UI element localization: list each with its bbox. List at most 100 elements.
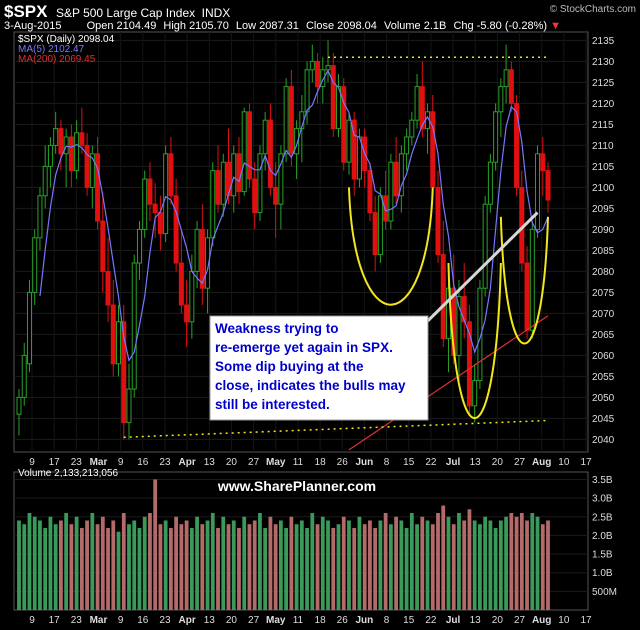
x-tick-label: 27 [514,457,526,468]
candle-body [37,195,43,239]
candle-body [184,304,190,323]
x-tick-label: 9 [118,457,124,468]
x-tick-label: 17 [49,457,61,468]
candle-body [131,262,137,390]
high-label: High [163,20,186,32]
candle-body [246,111,252,180]
x-tick-label: Aug [532,615,551,626]
price-tick-label: 2055 [592,372,615,383]
yellow-curve-3 [499,216,549,345]
high-value: 2105.70 [189,20,229,32]
volume-bar [425,520,430,610]
candle-body [320,69,326,88]
volume-bar [258,513,262,610]
x-tick-label: 8 [384,457,390,468]
candle-body [477,287,483,382]
volume-tick-label: 2.5B [592,512,613,523]
candle-body [47,144,53,167]
volume-bar [278,520,283,610]
volume-bar [336,524,341,610]
quote-date: 3-Aug-2015 [4,20,62,32]
volume-bar [195,516,199,610]
candle-body [346,119,352,163]
price-tick-label: 2075 [592,288,615,299]
x-tick-label: 18 [315,457,327,468]
candle-body [404,136,410,155]
x-tick-label: 8 [384,615,390,626]
volume-bar [420,516,425,610]
x-tick-label: Mar [90,615,108,626]
volume-bar [530,513,535,610]
candle-body [267,119,273,188]
low-label: Low [235,20,257,32]
x-tick-label: 13 [204,457,216,468]
candle-body [456,296,462,356]
candle-body [435,186,441,256]
volume-bar [79,527,84,610]
candle-body [157,212,163,235]
volume-bar [284,527,289,610]
volume-bar [221,516,226,610]
volume-bar [326,520,330,610]
x-tick-label: 10 [558,457,570,468]
price-tick-label: 2070 [592,309,615,320]
x-tick-label: Aug [532,457,551,468]
volume-bar [514,516,519,610]
candle-body [105,270,111,306]
annotation-line: close, indicates the bulls may [215,378,406,393]
x-tick-label: 16 [137,615,149,626]
price-tick-label: 2105 [592,162,615,173]
volume-bar [142,516,147,610]
volume-bar [315,524,320,610]
x-tick-label: 10 [558,615,570,626]
volume-bar [189,527,194,610]
x-tick-label: Jun [356,457,374,468]
candle-body [288,86,294,155]
candle-body [419,86,425,130]
volume-bar [504,516,508,610]
x-tick-label: 18 [315,615,327,626]
volume-label: Volume [383,20,421,32]
volume-bar [74,516,79,610]
candle-body [74,132,80,172]
volume-bar [137,527,142,610]
volume-bar [121,513,126,610]
chg-label: Chg [453,20,474,32]
volume-bar [132,520,137,610]
candle-body [257,153,263,214]
x-tick-label: 13 [204,615,216,626]
x-tick-label: Jul [446,615,461,626]
chg-down-arrow-icon: ▼ [550,20,561,32]
volume-bar [415,524,419,610]
volume-bar [85,520,89,610]
price-tick-label: 2135 [592,36,615,47]
volume-bar [210,513,215,610]
volume-bar [200,524,205,610]
site-label: www.SharePlanner.com [217,478,376,494]
volume-bar [247,524,252,610]
index-name: S&P 500 Large Cap Index [55,6,196,20]
volume-bar [299,520,304,610]
price-legend: $SPX (Daily) 2098.04 [18,34,115,45]
volume-bar [38,520,42,610]
volume-bar [409,513,414,610]
volume-bar [64,513,69,610]
volume-bar [310,513,315,610]
candle-body [205,237,211,289]
x-tick-label: 26 [337,457,349,468]
volume-bar [462,520,467,610]
candle-body [178,262,184,306]
volume-bar [158,524,163,610]
symbol-label: $SPX [4,2,48,21]
candle-body [440,254,446,340]
candle-body [168,153,174,197]
volume-bar [457,513,461,610]
x-tick-label: 15 [403,615,415,626]
volume-bar [472,520,477,610]
volume-tick-label: 3.5B [592,475,613,486]
candle-body [58,128,64,155]
price-tick-label: 2130 [592,57,615,68]
x-tick-label: 9 [118,615,124,626]
open-label: Open [86,20,114,32]
candle-body [89,153,95,188]
